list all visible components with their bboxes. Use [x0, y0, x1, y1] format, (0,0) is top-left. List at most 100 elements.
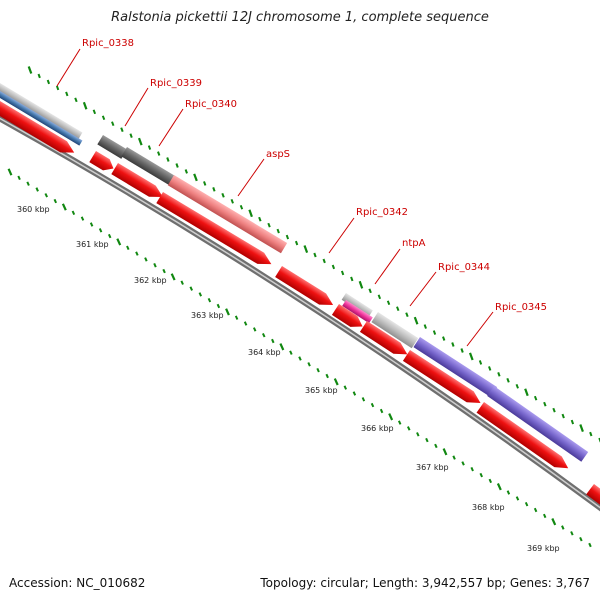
- tick-mark: [396, 306, 400, 312]
- tick-mark: [478, 360, 483, 365]
- tick-mark: [307, 362, 311, 367]
- tick-mark: [542, 513, 547, 519]
- tick-mark: [325, 373, 329, 379]
- tick-mark: [243, 321, 248, 326]
- tick-label: 367 kbp: [416, 463, 449, 472]
- gene-label[interactable]: Rpic_0339: [150, 78, 202, 89]
- tick-label: 362 kbp: [134, 276, 167, 285]
- feature-track: [0, 80, 600, 513]
- gene-label[interactable]: Rpic_0342: [356, 207, 408, 218]
- tick-mark: [82, 101, 88, 110]
- tick-mark: [552, 407, 556, 413]
- gene-label[interactable]: Rpic_0338: [82, 38, 134, 49]
- tick-mark: [506, 490, 511, 495]
- tick-mark: [55, 85, 60, 91]
- tick-mark: [497, 372, 501, 377]
- tick-mark: [107, 233, 112, 239]
- tick-mark: [298, 356, 302, 361]
- tick-mark: [377, 294, 382, 300]
- tick-mark: [579, 424, 584, 432]
- tick-mark: [350, 276, 354, 282]
- tick-mark: [98, 228, 103, 233]
- tick-mark: [551, 518, 557, 526]
- tick-mark: [442, 448, 448, 456]
- tick-mark: [225, 308, 230, 316]
- tick-mark: [340, 270, 345, 276]
- tick-mark: [157, 151, 161, 156]
- tick-mark: [460, 348, 464, 353]
- tick-mark: [488, 478, 493, 484]
- gene-label[interactable]: Rpic_0345: [495, 302, 547, 313]
- tick-mark: [162, 268, 166, 274]
- tick-mark: [570, 419, 575, 425]
- gene-label-leaders: [56, 48, 494, 347]
- tick-mark: [126, 245, 130, 251]
- tick-mark: [279, 343, 285, 351]
- tick-mark: [80, 216, 85, 221]
- tick-mark: [533, 507, 538, 513]
- tick-mark: [379, 408, 384, 414]
- tick-mark: [343, 385, 348, 390]
- tick-mark: [368, 288, 372, 294]
- tick-mark: [261, 332, 266, 338]
- tick-mark: [74, 97, 78, 103]
- tick-mark: [53, 198, 58, 204]
- tick-mark: [35, 187, 39, 192]
- backbone: [0, 115, 600, 512]
- tick-mark: [333, 378, 339, 386]
- tick-mark: [137, 137, 143, 146]
- tick-mark: [27, 66, 33, 74]
- tick-mark: [488, 366, 492, 371]
- tick-mark: [46, 79, 51, 85]
- tick-mark: [561, 525, 565, 530]
- tick-mark: [425, 437, 429, 443]
- tick-mark: [543, 401, 547, 407]
- summary-text: Topology: circular; Length: 3,942,557 bp…: [260, 576, 590, 590]
- tick-mark: [239, 204, 244, 210]
- tick-mark: [101, 115, 106, 121]
- tick-mark: [92, 109, 97, 115]
- tick-mark: [129, 133, 133, 138]
- tick-mark: [71, 210, 76, 216]
- tick-mark: [561, 413, 565, 419]
- tick-mark: [413, 316, 419, 325]
- tick-mark: [386, 300, 391, 306]
- tick-mark: [361, 397, 366, 402]
- gene-label[interactable]: ntpA: [402, 238, 426, 249]
- tick-label: 364 kbp: [248, 348, 281, 357]
- tick-mark: [515, 383, 519, 389]
- tick-mark: [116, 238, 122, 246]
- tick-mark: [44, 193, 49, 198]
- tick-mark: [166, 157, 170, 162]
- tick-mark: [248, 209, 253, 218]
- gene-label[interactable]: Rpic_0340: [185, 99, 237, 110]
- tick-mark: [316, 367, 320, 373]
- tick-mark: [203, 181, 207, 186]
- tick-mark: [170, 273, 176, 281]
- tick-mark: [533, 395, 538, 401]
- tick-mark: [524, 388, 529, 397]
- tick-mark: [216, 303, 221, 309]
- gene-label[interactable]: aspS: [266, 149, 290, 160]
- tick-mark: [570, 531, 574, 536]
- tick-mark: [416, 432, 420, 437]
- tick-mark: [470, 466, 474, 472]
- tick-mark: [276, 228, 280, 234]
- tick-label: 360 kbp: [17, 205, 50, 214]
- tick-mark: [17, 175, 21, 181]
- tick-mark: [65, 91, 69, 97]
- tick-labels: 360 kbp 361 kbp 362 kbp 363 kbp 364 kbp …: [17, 205, 560, 553]
- tick-mark: [358, 280, 364, 289]
- tick-mark: [524, 501, 529, 507]
- tick-label: 361 kbp: [76, 240, 109, 249]
- tick-mark: [26, 181, 30, 186]
- tick-mark: [111, 121, 115, 127]
- tick-mark: [267, 222, 271, 228]
- gene-labels: Rpic_0338 Rpic_0339 Rpic_0340 aspS Rpic_…: [82, 38, 547, 313]
- tick-mark: [506, 377, 510, 383]
- tick-mark: [153, 263, 157, 268]
- tick-mark: [37, 73, 41, 79]
- gene-label[interactable]: Rpic_0344: [438, 262, 490, 273]
- map-title: Ralstonia pickettii 12J chromosome 1, co…: [111, 10, 489, 25]
